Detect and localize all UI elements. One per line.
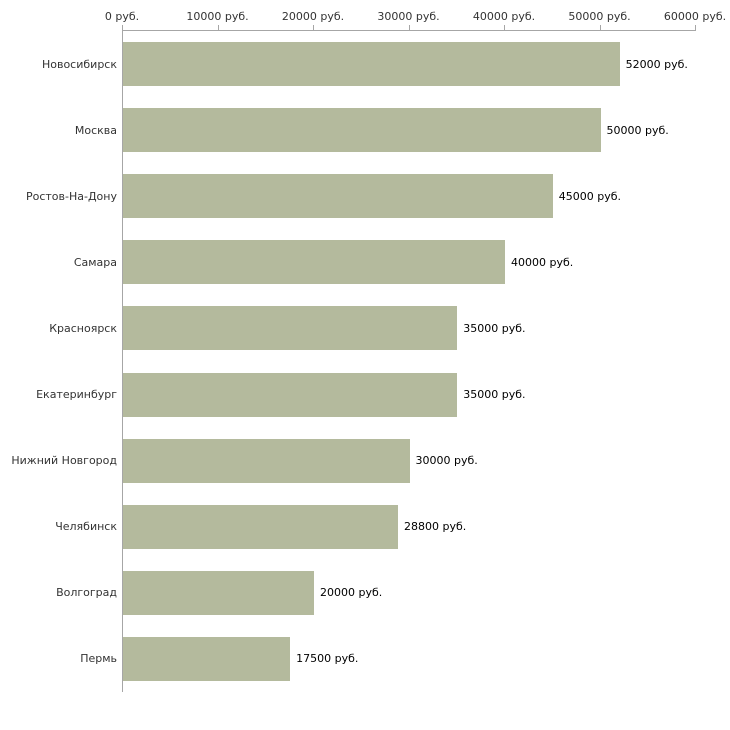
bar [123,240,505,285]
x-tick-mark [313,25,314,30]
bar-area: 17500 руб. [123,626,696,692]
bar [123,42,620,87]
bar-area: 35000 руб. [123,295,696,361]
category-label: Пермь [80,652,117,666]
bar-area: 52000 руб. [123,31,696,97]
bar-row: Пермь 17500 руб. [0,626,730,692]
value-label: 35000 руб. [463,388,526,402]
category-label: Самара [73,255,117,269]
category-label: Волгоград [56,586,117,600]
bar-area: 50000 руб. [123,97,696,163]
x-axis-line [122,30,696,31]
category-label: Красноярск [49,321,117,335]
bar-row: Волгоград 20000 руб. [0,560,730,626]
bar-row: Новосибирск 52000 руб. [0,31,730,97]
bar [123,636,291,681]
x-tick-label: 50000 руб. [568,10,631,23]
x-tick-mark [217,25,219,30]
bar-area: 30000 руб. [123,428,696,494]
value-label: 50000 руб. [606,123,669,137]
x-axis-labels: 0 руб. 10000 руб. 20000 руб. 30000 руб. 4000… [105,10,726,24]
x-tick-mark [695,25,696,30]
y-axis-line [122,30,123,692]
x-tick-mark [122,25,123,30]
value-label: 52000 руб. [625,57,688,71]
bar [123,504,399,549]
bar [123,108,601,153]
plot-area: Новосибирск 52000 руб. Москва 50000 руб. Рос… [0,31,730,692]
bar-row: Самара 40000 руб. [0,229,730,295]
category-label: Екатеринбург [36,388,117,402]
bar-row: Ростов-На-Дону 45000 руб. [0,163,730,229]
category-label: Новосибирск [41,57,117,71]
bar-row: Красноярск 35000 руб. [0,295,730,361]
value-label: 17500 руб. [296,652,359,666]
bar-row: Нижний Новгород 30000 руб. [0,428,730,494]
bar-row: Москва 50000 руб. [0,97,730,163]
bar [123,306,458,351]
x-axis-ticks [122,25,696,30]
x-tick-label: 40000 руб. [472,10,536,23]
bar [123,438,410,483]
value-label: 45000 руб. [558,189,622,203]
bar [123,570,314,615]
value-label: 28800 руб. [404,520,467,534]
x-tick-label: 60000 руб. [663,10,727,23]
x-tick-mark [408,25,410,30]
x-tick-label: 0 руб. [104,10,140,23]
bar [123,174,553,219]
category-label: Нижний Новгород [11,454,117,468]
x-tick-mark [599,25,601,30]
bar-area: 28800 руб. [123,494,696,560]
category-label: Ростов-На-Дону [25,189,117,203]
x-tick-mark [504,25,505,30]
x-tick-label: 30000 руб. [377,10,440,23]
bar-area: 20000 руб. [123,560,696,626]
value-label: 20000 руб. [320,586,383,600]
bar-row: Екатеринбург 35000 руб. [0,361,730,427]
value-label: 30000 руб. [415,454,478,468]
bar-area: 35000 руб. [123,361,696,427]
value-label: 35000 руб. [463,321,526,335]
bar-area: 45000 руб. [123,163,696,229]
x-tick-label: 10000 руб. [186,10,249,23]
bar [123,372,458,417]
bar-row: Челябинск 28800 руб. [0,494,730,560]
bar-area: 40000 руб. [123,229,696,295]
x-tick-label: 20000 руб. [281,10,345,23]
category-label: Челябинск [55,520,117,534]
category-label: Москва [74,123,117,137]
value-label: 40000 руб. [511,255,574,269]
